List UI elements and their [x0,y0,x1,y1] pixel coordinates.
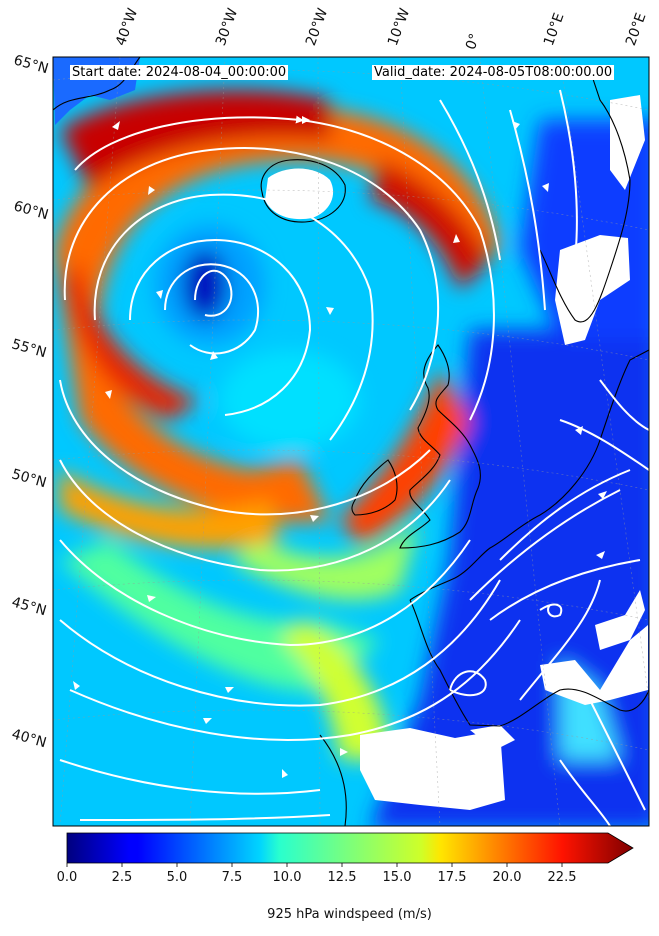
alps-mask-2 [595,590,645,650]
colorbar-tick-label: 17.5 [437,870,467,885]
start-date-label: Start date: 2024-08-04_00:00:00 [70,65,289,80]
colorbar-gradient [66,832,634,864]
colorbar-tick-label: 12.5 [327,870,357,885]
colorbar-tick-label: 2.5 [111,870,133,885]
colorbar-tick-label: 10.0 [272,870,302,885]
map-frame [52,56,650,827]
colorbar [66,832,634,867]
colorbar-tick-label: 7.5 [221,870,243,885]
streamlines [59,89,649,826]
colorbar-ticks [66,863,563,867]
pyrenees-mask [470,725,515,750]
iberia-mask [360,728,505,810]
colorbar-tick-label: 5.0 [166,870,188,885]
alps-mask [540,625,648,705]
coastlines [53,57,649,826]
colorbar-tick-label: 0.0 [56,870,78,885]
colorbar-title: 925 hPa windspeed (m/s) [267,907,432,922]
colorbar-tick-label: 15.0 [382,870,412,885]
windspeed-field [53,57,649,826]
colorbar-tick-label: 22.5 [547,870,577,885]
scandinavia-mask [610,95,645,190]
iceland-mask [265,168,334,220]
valid-date-label: Valid_date: 2024-08-05T08:00:00.00 [372,65,615,80]
colorbar-tick-label: 20.0 [492,870,522,885]
streamline-arrows [73,116,607,778]
